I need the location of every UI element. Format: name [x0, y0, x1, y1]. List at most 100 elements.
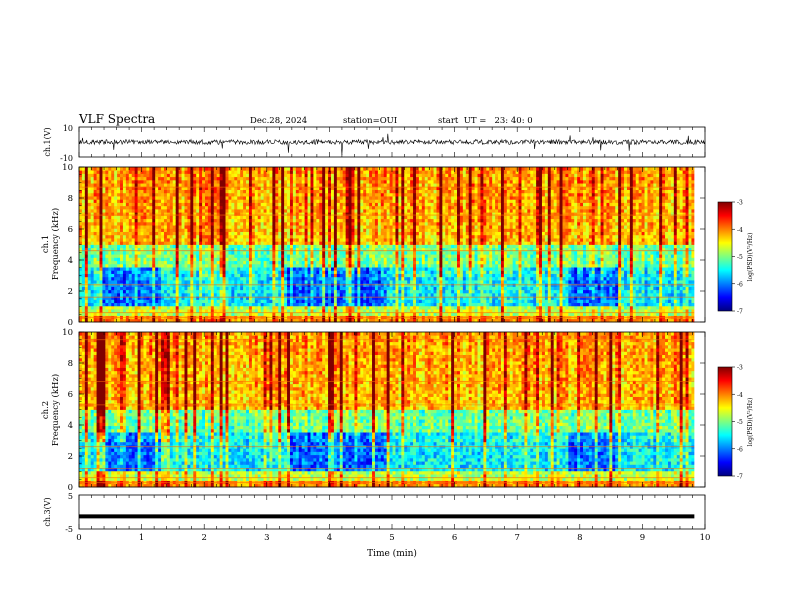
spectrogram-cell: [278, 241, 282, 245]
spectrogram-cell: [228, 215, 232, 220]
spectrogram-cell: [357, 205, 361, 210]
spectrogram-cell: [328, 244, 332, 249]
spectrogram-cell: [166, 286, 171, 291]
spectrogram-cell: [369, 189, 373, 194]
spectrogram-cell: [140, 299, 144, 304]
spectrogram-cell: [199, 231, 203, 236]
spectrogram-cell: [99, 176, 103, 181]
spectrogram-cell: [219, 221, 223, 226]
spectrogram-cell: [105, 286, 109, 291]
spectrogram-cell: [354, 186, 358, 191]
spectrogram-cell: [342, 215, 347, 220]
spectrogram-cell: [348, 176, 352, 181]
spectrogram-cell: [84, 173, 89, 178]
spectrogram-cell: [205, 292, 209, 297]
spectrogram-cell: [96, 176, 100, 181]
spectrogram-cell: [366, 179, 370, 184]
spectrogram-cell: [140, 312, 144, 316]
spectrogram-cell: [161, 202, 165, 207]
spectrogram-cell: [292, 270, 297, 274]
spectrogram-cell: [99, 215, 103, 220]
spectrogram-cell: [363, 244, 367, 249]
spectrogram-cell: [372, 270, 376, 274]
spectrogram-cell: [117, 179, 121, 184]
spectrogram-cell: [99, 179, 103, 184]
spectrogram-cell: [93, 286, 97, 291]
spectrogram-cell: [122, 302, 127, 307]
spectrogram-cell: [345, 208, 349, 213]
spectrogram-cell: [231, 299, 235, 304]
spectrogram-cell: [93, 302, 97, 307]
spectrogram-cell: [251, 212, 256, 216]
spectrogram-cell: [81, 263, 86, 268]
spectrogram-cell: [272, 254, 276, 258]
spectrogram-cell: [222, 296, 226, 300]
spectrogram-cell: [292, 173, 297, 178]
spectrogram-cell: [348, 205, 352, 210]
spectrogram-cell: [354, 305, 358, 310]
spectrogram-cell: [304, 167, 308, 171]
spectrogram-cell: [322, 250, 326, 255]
spectrogram-cell: [310, 212, 314, 216]
spectrogram-cell: [331, 186, 335, 191]
spectrogram-cell: [99, 305, 103, 310]
spectrogram-cell: [207, 273, 212, 278]
spectrogram-cell: [354, 192, 358, 197]
spectrogram-cell: [354, 208, 358, 213]
spectrogram-cell: [96, 247, 100, 252]
spectrogram-cell: [357, 170, 361, 174]
spectrogram-cell: [272, 202, 276, 207]
spectrogram-cell: [301, 263, 306, 268]
spectrogram-cell: [328, 257, 332, 262]
spectrogram-cell: [102, 179, 106, 184]
spectrogram-cell: [152, 260, 156, 265]
spectrogram-cell: [328, 309, 332, 313]
spectrogram-cell: [190, 250, 194, 255]
spectrogram-cell: [190, 244, 194, 249]
spectrogram-cell: [360, 257, 364, 262]
spectrogram-cell: [219, 241, 223, 245]
spectrogram-cell: [146, 289, 150, 294]
spectrogram-cell: [172, 208, 177, 213]
spectrogram-cell: [161, 231, 165, 236]
spectrogram-cell: [90, 250, 95, 255]
spectrogram-cell: [81, 212, 86, 216]
spectrogram-cell: [81, 238, 86, 242]
spectrogram-cell: [199, 186, 203, 191]
spectrogram-cell: [366, 270, 370, 274]
spectrogram-cell: [248, 234, 253, 239]
spectrogram-cell: [269, 234, 273, 239]
spectrogram-cell: [122, 196, 127, 200]
spectrogram-cell: [161, 318, 165, 323]
spectrogram-cell: [216, 260, 221, 265]
spectrogram-cell: [339, 280, 344, 284]
spectrogram-cell: [342, 260, 347, 265]
spectrogram-cell: [81, 247, 86, 252]
spectrogram-cell: [234, 254, 238, 258]
spectrogram-cell: [93, 176, 97, 181]
spectrogram-cell: [219, 250, 223, 255]
spectrogram-cell: [231, 273, 235, 278]
spectrogram-cell: [190, 247, 194, 252]
spectrogram-cell: [289, 286, 294, 291]
spectrogram-cell: [372, 312, 376, 316]
spectrogram-cell: [260, 234, 265, 239]
spectrogram-cell: [111, 276, 115, 281]
spectrogram-cell: [105, 208, 109, 213]
spectrogram-cell: [237, 215, 241, 220]
spectrogram-cell: [304, 292, 308, 297]
spectrogram-cell: [339, 208, 344, 213]
spectrogram-cell: [322, 280, 326, 284]
spectrogram-cell: [93, 205, 97, 210]
spectrogram-cell: [319, 305, 323, 310]
spectrogram-cell: [234, 292, 238, 297]
spectrogram-cell: [169, 218, 174, 223]
spectrogram-cell: [275, 270, 279, 274]
spectrogram-cell: [246, 247, 250, 252]
spectrogram-cell: [248, 250, 253, 255]
spectrogram-cell: [246, 170, 250, 174]
spectrogram-cell: [348, 208, 352, 213]
spectrogram-cell: [225, 273, 229, 278]
spectrogram-cell: [284, 273, 288, 278]
spectrogram-cell: [125, 267, 130, 271]
